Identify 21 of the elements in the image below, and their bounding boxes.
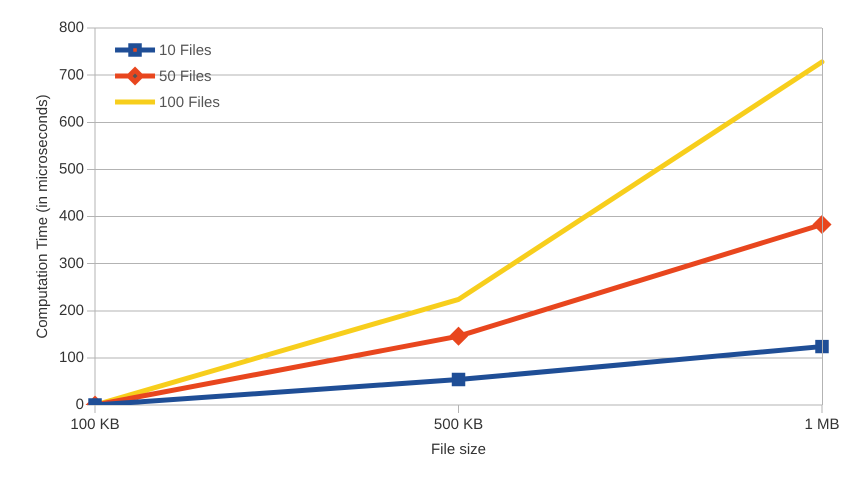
y-tick-label: 500 — [58, 160, 84, 178]
point — [815, 340, 829, 354]
legend-label: 100 Files — [159, 94, 220, 112]
x-axis-title: File size — [431, 441, 486, 458]
legend-label: 50 Files — [159, 68, 212, 86]
point — [814, 216, 830, 234]
legend-label: 10 Files — [159, 42, 212, 60]
y-tick-label: 600 — [58, 113, 84, 130]
y-tick-label: 800 — [58, 19, 84, 36]
x-tick-label: 100 KB — [70, 416, 120, 434]
point — [452, 372, 466, 386]
x-tick-label: 1 MB — [804, 416, 840, 434]
y-tick-label: 400 — [58, 208, 84, 225]
y-tick-label: 700 — [58, 66, 84, 84]
y-tick-label: 300 — [58, 254, 84, 272]
y-tick-label: 200 — [58, 302, 84, 319]
x-tick-label: 500 KB — [434, 416, 484, 434]
y-axis-title: Computation Time (in microseconds) — [34, 94, 52, 339]
y-tick-label: 0 — [76, 396, 84, 414]
point — [450, 328, 468, 345]
y-tick-label: 100 — [58, 349, 84, 366]
